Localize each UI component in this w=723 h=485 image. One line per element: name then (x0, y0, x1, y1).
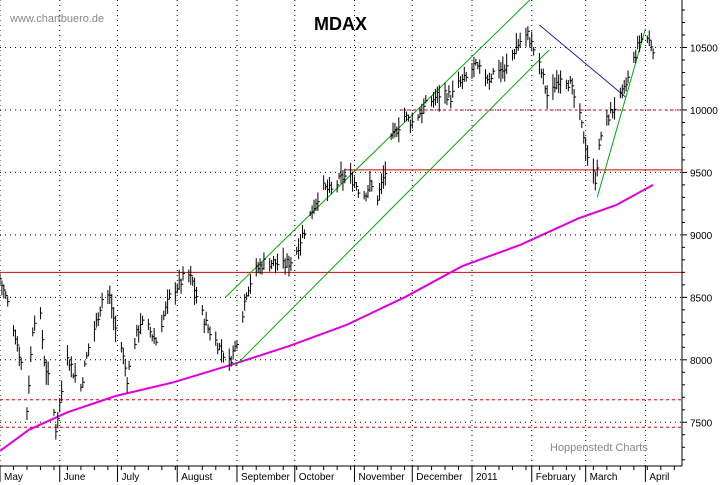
chart-credit: Hoppenstedt Charts (550, 442, 648, 454)
month-label: November (358, 472, 405, 483)
trend-line (225, 0, 531, 298)
month-label: August (181, 472, 212, 483)
y-axis-ticks: 7500 8000 8500 9000 9500 10000 10500 (682, 9, 718, 461)
y-tick-label: 8000 (690, 356, 713, 367)
trend-line (596, 28, 646, 198)
month-label: April (649, 472, 669, 483)
month-label: May (4, 472, 23, 483)
month-label: September (241, 472, 291, 483)
x-axis-months: May June July August September October Novembe… (0, 466, 675, 483)
watermark: www.chartbuero.de (9, 13, 104, 25)
y-tick-label: 10000 (690, 106, 718, 117)
month-label: October (299, 472, 335, 483)
month-label: February (536, 472, 576, 483)
trend-lines (225, 0, 646, 367)
y-tick-label: 9500 (690, 168, 713, 179)
month-label: March (590, 472, 618, 483)
y-tick-label: 10500 (690, 43, 718, 54)
moving-average (0, 184, 654, 452)
month-label: December (416, 472, 463, 483)
y-tick-label: 8500 (690, 293, 713, 304)
month-label: July (122, 472, 140, 483)
trend-line (539, 24, 627, 98)
month-label: 2011 (476, 472, 498, 483)
support-resistance-lines (0, 109, 682, 428)
axes (0, 0, 683, 467)
trend-line (234, 49, 550, 367)
moving-average-line (0, 184, 654, 452)
month-label: June (64, 472, 86, 483)
chart-title: MDAX (314, 14, 367, 34)
y-tick-label: 7500 (690, 418, 713, 429)
y-tick-label: 9000 (690, 231, 713, 242)
price-bars (0, 26, 656, 440)
